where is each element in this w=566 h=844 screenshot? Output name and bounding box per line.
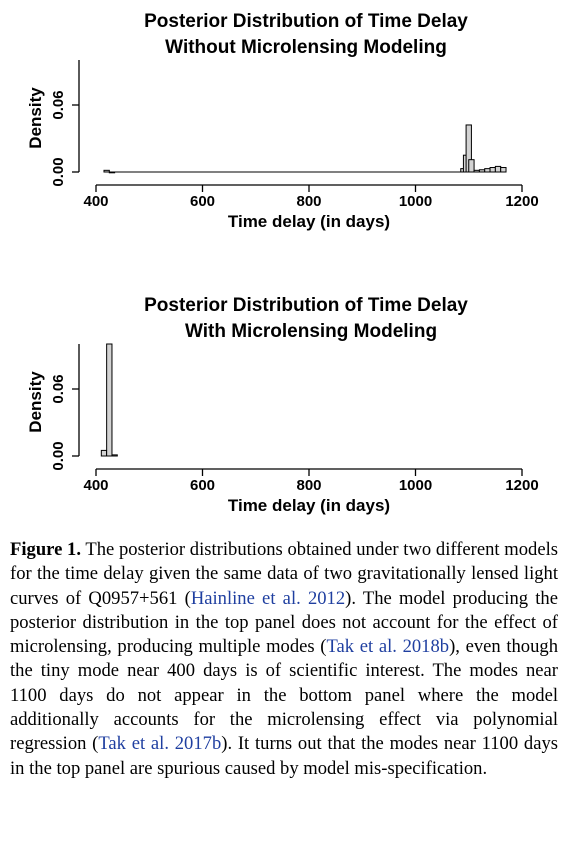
top-x-axis-label: Time delay (in days) bbox=[228, 212, 390, 231]
top-y-tick-label-1: 0.06 bbox=[50, 90, 67, 119]
bottom-bars bbox=[100, 343, 118, 457]
bottom-title-line-1: Posterior Distribution of Time Delay bbox=[144, 295, 468, 316]
top-title-line-1: Posterior Distribution of Time Delay bbox=[144, 11, 468, 32]
x-tick-label: 800 bbox=[296, 193, 321, 210]
figure-panels: Posterior Distribution of Time Delay Wit… bbox=[26, 11, 539, 515]
x-tick-label: 1000 bbox=[399, 193, 432, 210]
histogram-bar bbox=[100, 449, 108, 457]
top-panel: Posterior Distribution of Time Delay Wit… bbox=[26, 11, 539, 231]
x-tick-label: 400 bbox=[83, 193, 108, 210]
histogram-bar bbox=[494, 165, 502, 173]
bottom-title-line-2: With Microlensing Modeling bbox=[185, 321, 437, 342]
histogram-bar bbox=[489, 167, 496, 173]
bottom-y-tick-label-0: 0.00 bbox=[50, 441, 67, 470]
caption-text-1: The posterior distributions obtained und… bbox=[10, 539, 558, 609]
citation-link-hainline-2012[interactable]: Hainline et al. 2012 bbox=[190, 587, 346, 609]
x-tick-label: 600 bbox=[190, 193, 215, 210]
top-y-tick-label-0: 0.00 bbox=[50, 157, 67, 186]
x-tick-label: 1200 bbox=[505, 477, 538, 494]
citation-link-tak-2017b[interactable]: Tak et al. 2017b bbox=[98, 733, 222, 755]
bottom-panel: Posterior Distribution of Time Delay Wit… bbox=[26, 295, 539, 515]
bottom-x-ticks: 400 600 800 1000 1200 bbox=[83, 469, 539, 494]
top-bars bbox=[103, 124, 507, 174]
x-tick-label: 1200 bbox=[505, 193, 538, 210]
x-tick-label: 1000 bbox=[399, 477, 432, 494]
bottom-x-axis-label: Time delay (in days) bbox=[228, 496, 390, 515]
citation-link-tak-2018b[interactable]: Tak et al. 2018b bbox=[326, 636, 450, 658]
caption-label: Figure 1. bbox=[10, 539, 81, 560]
top-title-line-2: Without Microlensing Modeling bbox=[165, 37, 447, 58]
bottom-y-axis-label: Density bbox=[26, 371, 45, 433]
top-y-axis-label: Density bbox=[26, 87, 45, 149]
x-tick-label: 600 bbox=[190, 477, 215, 494]
figure-caption: Figure 1. The posterior distributions ob… bbox=[10, 538, 558, 781]
x-tick-label: 400 bbox=[83, 477, 108, 494]
caption-text-2: ). The model producing the posterior dis… bbox=[10, 587, 558, 658]
x-tick-label: 800 bbox=[296, 477, 321, 494]
caption-text-4: ). It turns out that the modes near 1100… bbox=[10, 733, 558, 779]
histogram-bar bbox=[484, 168, 491, 173]
top-x-ticks: 400 600 800 1000 1200 bbox=[83, 185, 539, 210]
bottom-y-tick-label-1: 0.06 bbox=[50, 374, 67, 403]
caption-text-3: ), even though the tiny mode near 400 da… bbox=[10, 636, 558, 755]
histogram-bar bbox=[468, 159, 475, 173]
histogram-bar bbox=[106, 343, 113, 457]
histogram-bar bbox=[500, 167, 507, 173]
